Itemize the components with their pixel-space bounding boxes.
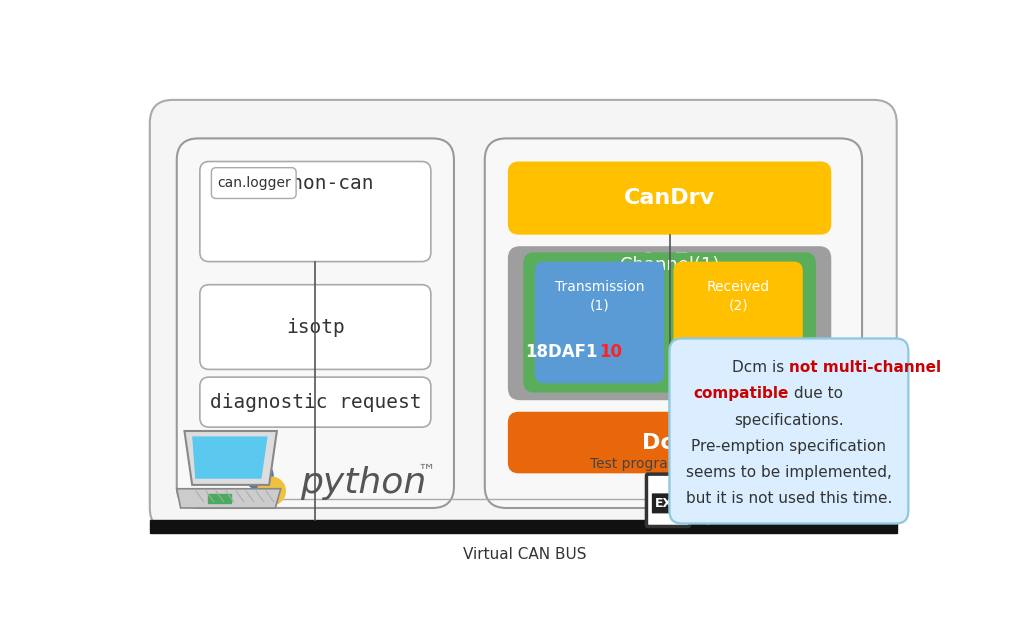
Polygon shape [677, 476, 688, 486]
FancyBboxPatch shape [200, 377, 431, 427]
Text: CanTp: CanTp [641, 251, 698, 269]
FancyBboxPatch shape [535, 262, 665, 383]
FancyBboxPatch shape [508, 246, 831, 400]
FancyBboxPatch shape [508, 412, 831, 474]
Text: 18DAF1: 18DAF1 [525, 344, 598, 362]
FancyBboxPatch shape [200, 285, 431, 369]
Text: Dcm is: Dcm is [732, 360, 788, 375]
Text: Test program ECU side: Test program ECU side [590, 457, 746, 471]
FancyBboxPatch shape [484, 138, 862, 508]
Bar [208, 494, 230, 504]
Text: isotp: isotp [286, 317, 345, 337]
FancyBboxPatch shape [200, 161, 431, 262]
Text: Dcm: Dcm [642, 433, 697, 452]
Text: EXE: EXE [654, 497, 681, 510]
Polygon shape [677, 476, 688, 486]
FancyBboxPatch shape [646, 474, 689, 527]
FancyBboxPatch shape [508, 161, 831, 235]
FancyBboxPatch shape [674, 262, 803, 383]
Text: F1: F1 [739, 344, 763, 362]
Polygon shape [677, 427, 708, 524]
Text: not multi-channel: not multi-channel [788, 360, 941, 375]
Text: Virtual CAN BUS: Virtual CAN BUS [463, 547, 587, 563]
Text: Channel(1): Channel(1) [620, 255, 719, 274]
Text: compatible: compatible [693, 387, 788, 401]
FancyBboxPatch shape [670, 339, 908, 524]
FancyBboxPatch shape [150, 100, 897, 531]
Bar [150, 520, 897, 533]
Text: Transmission
(1): Transmission (1) [555, 280, 644, 312]
Polygon shape [184, 431, 276, 485]
FancyBboxPatch shape [211, 168, 296, 198]
Polygon shape [193, 436, 267, 479]
Text: python-can: python-can [257, 173, 374, 193]
FancyBboxPatch shape [670, 339, 908, 524]
Text: seems to be implemented,: seems to be implemented, [686, 465, 892, 480]
FancyBboxPatch shape [652, 493, 684, 513]
Text: 10: 10 [599, 344, 622, 362]
Text: Pre-emption specification: Pre-emption specification [691, 438, 887, 454]
Circle shape [246, 462, 273, 490]
FancyBboxPatch shape [523, 252, 816, 392]
Text: Received
(2): Received (2) [707, 280, 770, 312]
Text: can.logger: can.logger [217, 176, 291, 190]
Text: specifications.: specifications. [734, 413, 844, 428]
Polygon shape [177, 489, 281, 508]
Text: 18DA: 18DA [672, 344, 721, 362]
Text: python: python [300, 465, 426, 500]
Circle shape [258, 477, 286, 505]
Text: ™: ™ [417, 463, 435, 481]
FancyBboxPatch shape [177, 138, 454, 508]
Text: due to: due to [788, 387, 843, 401]
Text: diagnostic request: diagnostic request [210, 392, 421, 412]
Text: 10: 10 [721, 344, 744, 362]
Text: CanDrv: CanDrv [624, 188, 715, 208]
Text: but it is not used this time.: but it is not used this time. [686, 491, 892, 506]
